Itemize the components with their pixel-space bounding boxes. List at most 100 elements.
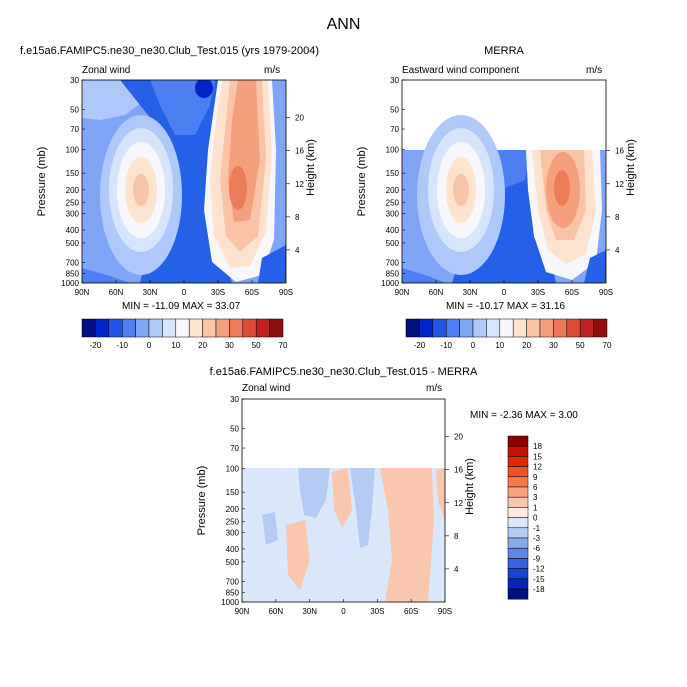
panel2-nh-jet-core [453, 174, 469, 206]
colorbar3-box [507, 496, 529, 508]
panel2-antarctic-easterly [584, 250, 606, 283]
colorbar3-label: -12 [533, 565, 545, 574]
colorbar2-label: 10 [495, 341, 504, 350]
panel2-xtick-label: 90S [599, 288, 613, 297]
panel2-xtick-label: 30N [463, 288, 478, 297]
panel1-ytick-label: 1000 [61, 279, 79, 288]
panel3-xtick-label: 30N [302, 607, 317, 616]
panel3-ytick-label: 30 [230, 395, 239, 404]
panel1-ytick-label: 250 [66, 199, 80, 208]
panel2-ytick-label: 30 [390, 76, 399, 85]
panel1-ytick-label: 70 [70, 125, 79, 134]
panel1-xtick-label: 30S [211, 288, 225, 297]
panel3-neg-tropics [350, 468, 375, 548]
panel1-sh-jet-core [229, 166, 247, 210]
panel3-ytick-right-label: 20 [454, 433, 463, 442]
panel2-ytick-label: 200 [386, 186, 400, 195]
colorbar3-box [507, 517, 529, 529]
figure-title: ANN [326, 16, 361, 33]
panel3-ytick-label: 1000 [221, 598, 239, 607]
colorbar2-label: 30 [549, 341, 558, 350]
colorbar3-box [507, 445, 529, 457]
colorbar2-box [432, 318, 447, 338]
colorbar2-box [445, 318, 460, 338]
colorbar2-label: 20 [522, 341, 531, 350]
colorbar2-box [472, 318, 487, 338]
panel2-xtick-label: 60N [429, 288, 444, 297]
colorbar1-box [121, 318, 136, 338]
panel3-xtick-label: 0 [341, 607, 346, 616]
panel3-ytick-right-label: 8 [454, 532, 459, 541]
panel2-ytick-label: 300 [386, 209, 400, 218]
panel1-ytick-right-label: 8 [295, 213, 300, 222]
panel3-ytick-label: 150 [226, 488, 240, 497]
colorbar3-label: -1 [533, 524, 541, 533]
colorbar1-label: -20 [90, 341, 102, 350]
panel1-variable-label: Zonal wind [82, 65, 131, 76]
colorbar1-label: 50 [252, 341, 261, 350]
colorbar1-label: 10 [171, 341, 180, 350]
colorbar3-box [507, 537, 529, 549]
panel2-ylabel: Pressure (mb) [356, 147, 368, 217]
colorbars-layer: -20 -10 0 10 20 30 50 70 -20 -10 0 10 20 30 50 70181512… [81, 318, 612, 600]
panel3-neg-highlat [262, 512, 278, 545]
colorbar2-box [579, 318, 594, 338]
colorbar3-label: 12 [533, 463, 542, 472]
panel1-nh-jet-core [133, 174, 149, 206]
panel3-ytick-label: 700 [226, 577, 240, 586]
panel3-title: f.e15a6.FAMIPC5.ne30_ne30.Club_Test.015 … [209, 366, 478, 378]
colorbar2-label: -20 [414, 341, 426, 350]
colorbar1-box [202, 318, 217, 338]
panel2-ytick-label: 250 [386, 199, 400, 208]
colorbar3-box [507, 558, 529, 569]
panel1-ytick-label: 50 [70, 106, 79, 115]
panel3-ylabel: Pressure (mb) [196, 466, 208, 536]
panel3-xtick-label: 60N [268, 607, 283, 616]
colorbar2-box [486, 318, 501, 338]
panel1-title: f.e15a6.FAMIPC5.ne30_ne30.Club_Test.015 … [20, 45, 320, 57]
panel3-ytick-label: 70 [230, 444, 239, 453]
colorbar2-label: 70 [603, 341, 612, 350]
panel1-ytick-label: 850 [66, 270, 80, 279]
panel2-ytick-label: 850 [386, 270, 400, 279]
panel3-pos-equator [332, 468, 352, 528]
colorbar1-box [108, 318, 123, 338]
colorbar1-box [215, 318, 230, 338]
colorbar3-box [507, 527, 529, 539]
panel1-xtick-label: 0 [182, 288, 187, 297]
panel2-ytick-right-label: 4 [615, 246, 620, 255]
colorbar1-box [255, 318, 270, 338]
panel3-ytick-right-label: 12 [454, 499, 463, 508]
panel2-xtick-label: 60S [565, 288, 579, 297]
panel1-ytick-right-label: 4 [295, 246, 300, 255]
panel3-xtick-label: 30S [370, 607, 384, 616]
colorbar3-label: -9 [533, 554, 541, 563]
panel1-plot-area [82, 80, 286, 283]
panel2-xtick-label: 90N [395, 288, 410, 297]
panel2-ytick-label: 50 [390, 106, 399, 115]
panel3-pos-nh [286, 520, 310, 590]
panel2-arctic-easterly [402, 268, 446, 283]
panel3-ylabel-right: Height (km) [464, 458, 476, 515]
colorbar1-label: 30 [225, 341, 234, 350]
colorbar1-box [188, 318, 203, 338]
colorbar2-box [526, 318, 541, 338]
panel2-units: m/s [586, 65, 603, 76]
panel3-ytick-right-label: 4 [454, 565, 459, 574]
colorbar3-label: 1 [533, 503, 538, 512]
colorbar1-box [95, 318, 110, 338]
panel3-ytick-right-label: 16 [454, 466, 463, 475]
colorbar1-label: -10 [116, 341, 128, 350]
colorbar2-box [553, 318, 568, 338]
panel2-variable-label: Eastward wind component [402, 65, 520, 76]
panel1-ytick-label: 100 [66, 146, 80, 155]
panel2-ytick-label: 400 [386, 226, 400, 235]
panel1-ytick-right-label: 16 [295, 147, 304, 156]
colorbar1-label: 20 [198, 341, 207, 350]
panel1-xtick-label: 90N [75, 288, 90, 297]
panel1-easterly-core [195, 80, 213, 98]
panel1-ylabel-right: Height (km) [305, 139, 317, 196]
colorbar1-box [242, 318, 257, 338]
panel3-pos-pole [436, 468, 445, 520]
